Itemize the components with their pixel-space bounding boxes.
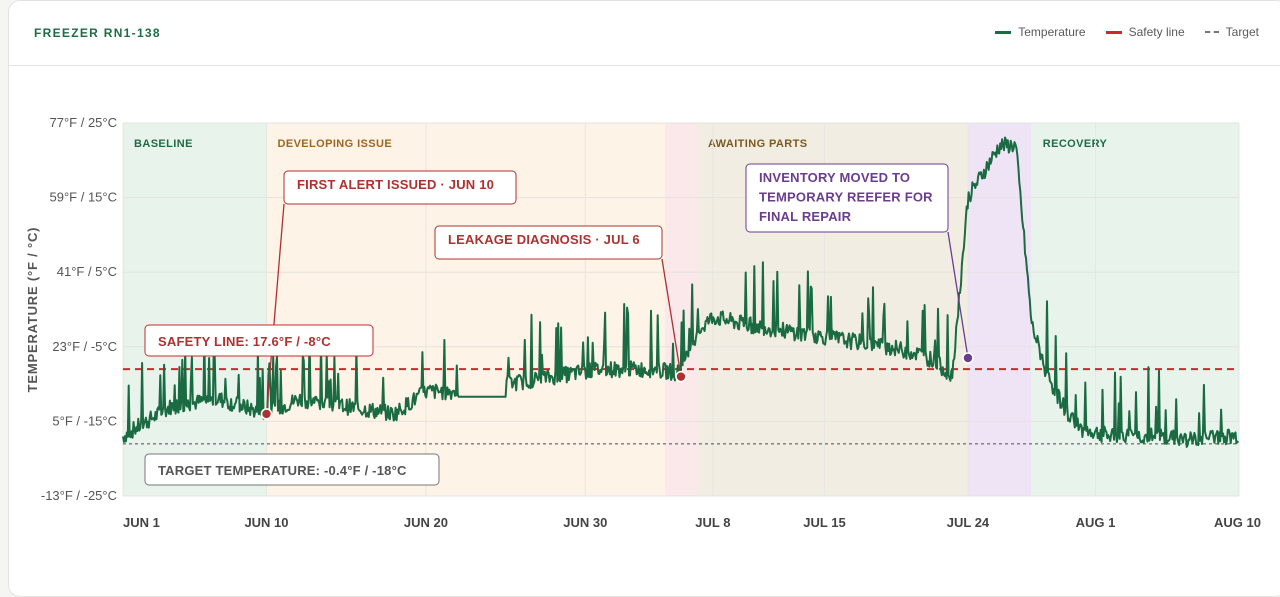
- legend-label-target: Target: [1225, 25, 1259, 39]
- phase-band: [967, 123, 1032, 496]
- annotation-first-alert-leader: [265, 203, 285, 414]
- temperature-chart: BASELINE DEVELOPING ISSUE AWAITING PARTS RE…: [25, 115, 1261, 530]
- annotation-leakage-box: [434, 225, 663, 260]
- target-swatch: [1204, 31, 1219, 33]
- annotation-first-alert-text: FIRST ALERT ISSUED · JUN 10: [297, 177, 494, 192]
- annotation-inventory-marker: [962, 352, 974, 364]
- chart-title: FREEZER RN1-138: [34, 26, 161, 40]
- legend-label-safety: Safety line: [1128, 25, 1185, 39]
- annotation-inventory-text: FINAL REPAIR: [759, 209, 852, 224]
- annotation-leakage-leader: [661, 258, 682, 377]
- x-tick-label: JUN 20: [404, 515, 448, 530]
- x-tick-label: JUL 15: [803, 515, 845, 530]
- legend: Temperature Safety line Target: [995, 25, 1259, 39]
- x-tick-label: JUL 8: [695, 515, 730, 530]
- annotation-leakage-text: LEAKAGE DIAGNOSIS · JUL 6: [448, 232, 640, 247]
- y-tick-label: -13°F / -25°C: [41, 488, 117, 503]
- annotation-inventory-text: TEMPORARY REEFER FOR: [759, 190, 933, 205]
- safety-label-box: [144, 324, 374, 357]
- phase-band: [1031, 123, 1239, 496]
- y-tick-label: 41°F / 5°C: [57, 264, 117, 279]
- temperature-swatch: [995, 30, 1012, 34]
- legend-item-target[interactable]: Target: [1204, 25, 1259, 39]
- target-label-box: [144, 453, 440, 486]
- phase-label: BASELINE: [134, 138, 193, 150]
- y-tick-label: 5°F / -15°C: [52, 413, 117, 428]
- y-axis-label: TEMPERATURE (°F / °C): [25, 227, 40, 393]
- x-tick-label: JUL 24: [947, 515, 990, 530]
- x-tick-label: JUN 30: [563, 515, 607, 530]
- phase-label: AWAITING PARTS: [708, 138, 808, 150]
- annotation-first-alert-box: [283, 170, 517, 205]
- phase-label: DEVELOPING ISSUE: [277, 138, 392, 150]
- phase-band: [123, 123, 267, 496]
- safety-label: SAFETY LINE: 17.6°F / -8°C: [158, 334, 331, 349]
- legend-label-temperature: Temperature: [1018, 25, 1086, 39]
- target-label: TARGET TEMPERATURE: -0.4°F / -18°C: [158, 463, 407, 478]
- phase-label: RECOVERY: [1043, 138, 1108, 150]
- x-tick-label: JUN 1: [123, 515, 160, 530]
- x-tick-label: AUG 1: [1076, 515, 1116, 530]
- chart-card: FREEZER RN1-138 Temperature Safety line …: [8, 0, 1280, 597]
- legend-item-safety[interactable]: Safety line: [1105, 25, 1185, 39]
- x-tick-label: JUN 10: [244, 515, 288, 530]
- y-tick-label: 77°F / 25°C: [50, 115, 117, 130]
- annotation-inventory-leader: [947, 231, 969, 359]
- y-tick-label: 23°F / -5°C: [52, 339, 117, 354]
- legend-item-temperature[interactable]: Temperature: [995, 25, 1086, 39]
- annotation-leakage-marker: [675, 370, 687, 383]
- annotation-first-alert-marker: [260, 408, 273, 420]
- annotation-inventory-box: [745, 163, 949, 233]
- y-tick-label: 59°F / 15°C: [50, 190, 117, 205]
- x-tick-label: AUG 10: [1214, 515, 1261, 530]
- card-header: FREEZER RN1-138 Temperature Safety line …: [9, 1, 1280, 66]
- safety-swatch: [1105, 30, 1122, 34]
- annotation-inventory-text: INVENTORY MOVED TO: [759, 170, 910, 185]
